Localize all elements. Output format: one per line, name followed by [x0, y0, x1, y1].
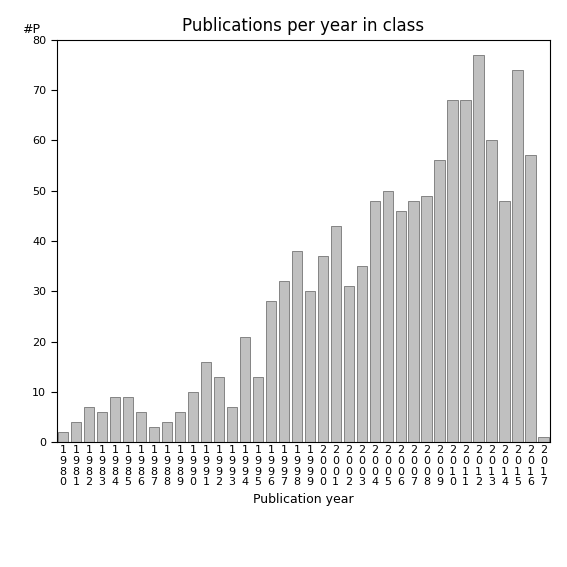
Bar [304, 291, 315, 442]
Bar [240, 337, 250, 442]
Bar [538, 437, 549, 442]
Bar [331, 226, 341, 442]
Bar [500, 201, 510, 442]
Bar [447, 100, 458, 442]
Bar [291, 251, 302, 442]
Bar [318, 256, 328, 442]
Bar [71, 422, 82, 442]
Bar [344, 286, 354, 442]
Bar [253, 377, 263, 442]
Bar [58, 432, 69, 442]
Bar [486, 141, 497, 442]
Bar [84, 407, 94, 442]
Title: Publications per year in class: Publications per year in class [182, 18, 425, 35]
Bar [201, 362, 211, 442]
Bar [460, 100, 471, 442]
Bar [188, 392, 198, 442]
Bar [421, 196, 432, 442]
Bar [266, 302, 276, 442]
X-axis label: Publication year: Publication year [253, 493, 354, 506]
Bar [162, 422, 172, 442]
Bar [97, 412, 107, 442]
Bar [383, 191, 393, 442]
Bar [149, 427, 159, 442]
Bar [513, 70, 523, 442]
Bar [214, 377, 224, 442]
Bar [434, 160, 445, 442]
Bar [473, 55, 484, 442]
Bar [357, 266, 367, 442]
Bar [525, 155, 536, 442]
Bar [278, 281, 289, 442]
Bar [227, 407, 237, 442]
Bar [175, 412, 185, 442]
Text: #P: #P [22, 23, 40, 36]
Bar [408, 201, 419, 442]
Bar [370, 201, 380, 442]
Bar [396, 211, 406, 442]
Bar [136, 412, 146, 442]
Bar [123, 397, 133, 442]
Bar [110, 397, 120, 442]
